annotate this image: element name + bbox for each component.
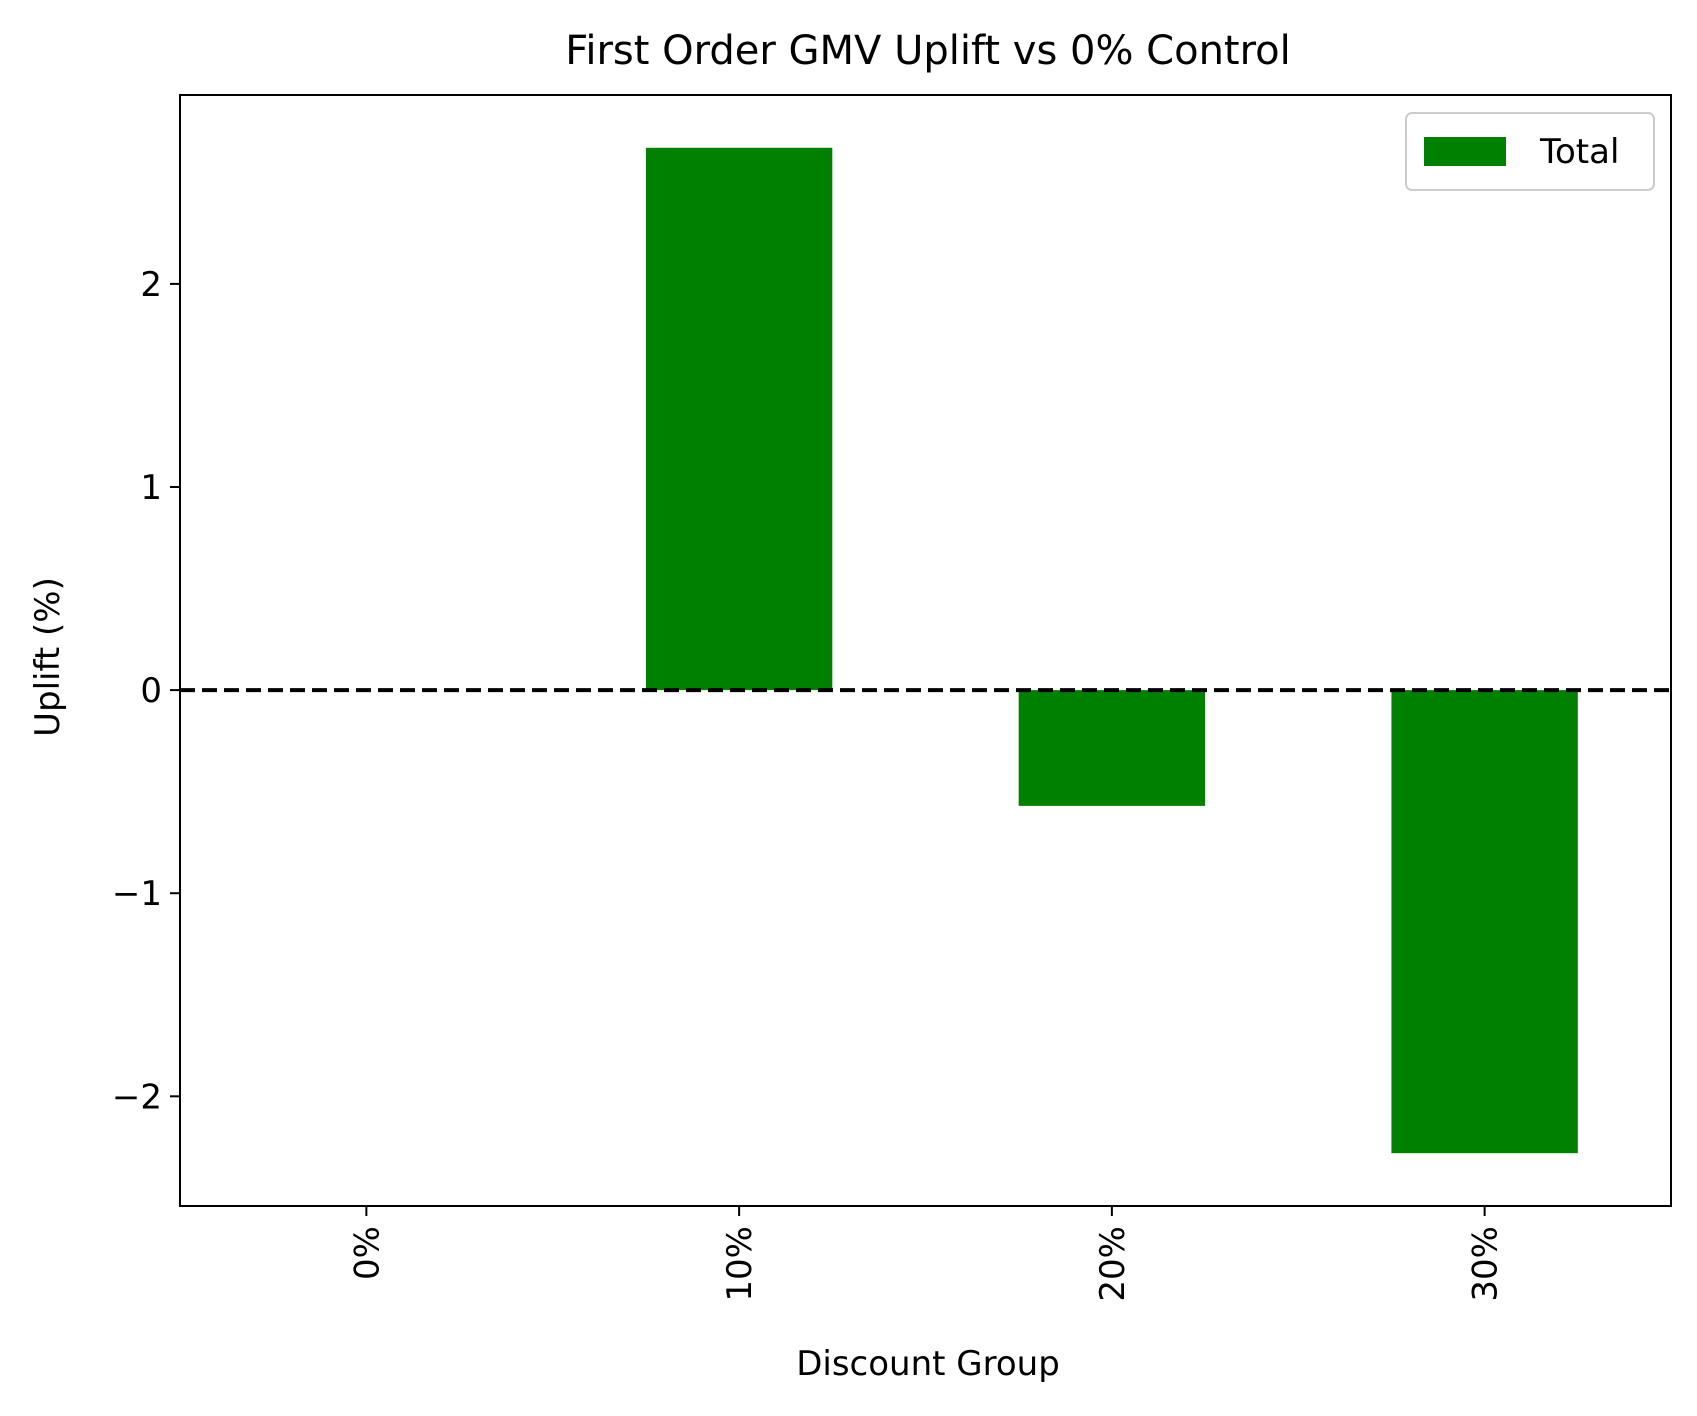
chart-title: First Order GMV Uplift vs 0% Control	[565, 28, 1291, 74]
bar-30pct	[1391, 690, 1578, 1154]
bar-20pct	[1018, 690, 1206, 806]
x-tick-label: 0%	[347, 1226, 387, 1280]
y-tick-label: 1	[140, 468, 162, 508]
y-tick-label: 2	[140, 265, 162, 305]
legend: Total	[1405, 112, 1655, 191]
legend-label: Total	[1539, 132, 1619, 172]
x-tick-label: 30%	[1466, 1226, 1506, 1302]
x-tick-label: 20%	[1093, 1226, 1133, 1302]
x-axis-label: Discount Group	[796, 1344, 1060, 1384]
x-tick-label: 10%	[720, 1226, 760, 1302]
y-tick-label: −1	[112, 874, 162, 914]
legend-swatch	[1424, 137, 1506, 166]
y-tick-label: 0	[140, 671, 162, 711]
legend-box	[1405, 112, 1655, 191]
x-axis-ticks: 0% 10% 20% 30%	[347, 1206, 1506, 1302]
y-tick-label: −2	[112, 1077, 162, 1117]
y-axis-label: Uplift (%)	[28, 577, 68, 737]
plot-frame	[179, 94, 1672, 1207]
y-axis-ticks: −2 −1 0 1 2	[112, 265, 180, 1117]
bar-10pct	[645, 147, 833, 691]
bars-layer	[645, 147, 1578, 1154]
